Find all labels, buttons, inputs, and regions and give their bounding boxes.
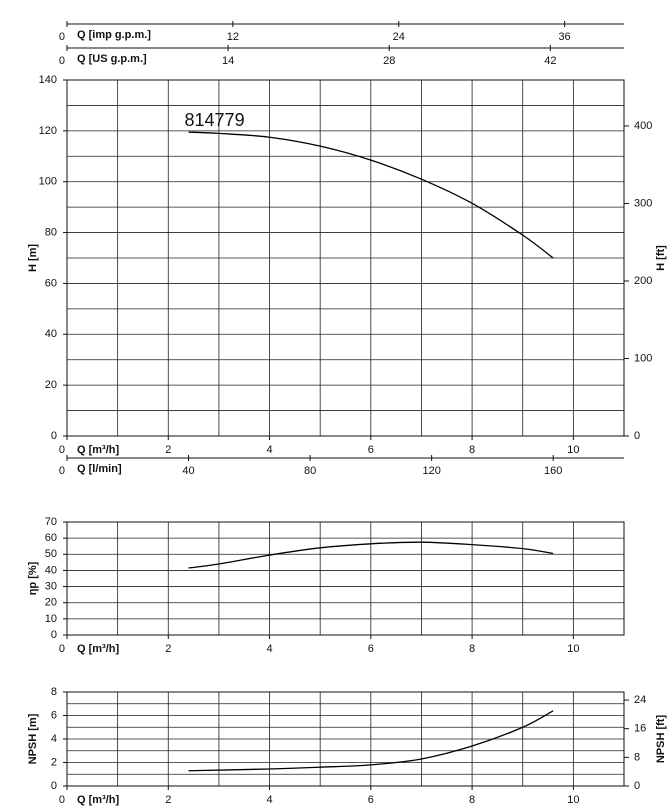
x-tick-label: 10 bbox=[567, 643, 579, 655]
curve bbox=[188, 131, 554, 259]
x-tick-label: 0 bbox=[59, 643, 65, 655]
y-tick-label: 10 bbox=[45, 613, 57, 625]
x-tick-label: 6 bbox=[368, 794, 374, 806]
x-axis-title: Q [m³/h] bbox=[77, 643, 119, 655]
y2-tick-label: 100 bbox=[634, 352, 652, 364]
x-tick-label: 4 bbox=[266, 643, 272, 655]
y-tick-label: 60 bbox=[45, 532, 57, 544]
y2-tick-label: 16 bbox=[634, 723, 646, 735]
secondary-tick-label: 14 bbox=[222, 55, 234, 67]
y-tick-label: 80 bbox=[45, 226, 57, 238]
x-tick-label: 8 bbox=[469, 794, 475, 806]
y-tick-label: 40 bbox=[45, 564, 57, 576]
curve-label: 814779 bbox=[185, 110, 245, 130]
x-tick-label: 2 bbox=[165, 794, 171, 806]
y-tick-label: 40 bbox=[45, 328, 57, 340]
x-tick-label: 6 bbox=[368, 643, 374, 655]
y-tick-label: 30 bbox=[45, 580, 57, 592]
x-axis-title: Q [m³/h] bbox=[77, 444, 119, 456]
y-tick-label: 140 bbox=[39, 74, 57, 86]
y-axis-title: H [m] bbox=[27, 244, 39, 272]
x-tick-label: 0 bbox=[59, 444, 65, 456]
x-tick-label: 6 bbox=[368, 444, 374, 456]
y2-tick-label: 24 bbox=[634, 694, 646, 706]
y-tick-label: 2 bbox=[51, 756, 57, 768]
secondary-tick-label: 0 bbox=[59, 55, 65, 67]
secondary-tick-label: 42 bbox=[544, 55, 556, 67]
secondary-tick-label: 0 bbox=[59, 31, 65, 43]
y-tick-label: 70 bbox=[45, 516, 57, 528]
y-axis-title: ηp [%] bbox=[27, 561, 39, 595]
y2-tick-label: 300 bbox=[634, 197, 652, 209]
y-axis-title: NPSH [m] bbox=[27, 713, 39, 764]
y-tick-label: 100 bbox=[39, 176, 57, 188]
x-tick-label: 10 bbox=[567, 444, 579, 456]
y2-tick-label: 400 bbox=[634, 120, 652, 132]
y-tick-label: 6 bbox=[51, 709, 57, 721]
x-tick-label: 2 bbox=[165, 643, 171, 655]
y-tick-label: 120 bbox=[39, 125, 57, 137]
x-tick-label: 4 bbox=[266, 794, 272, 806]
y2-axis-title: NPSH [ft] bbox=[655, 715, 667, 764]
secondary-tick-label: 12 bbox=[227, 31, 239, 43]
y2-tick-label: 8 bbox=[634, 751, 640, 763]
x-tick-label: 2 bbox=[165, 444, 171, 456]
secondary-tick-label: 0 bbox=[59, 465, 65, 477]
plot-frame bbox=[66, 79, 625, 437]
secondary-tick-label: 28 bbox=[383, 55, 395, 67]
y-tick-label: 20 bbox=[45, 379, 57, 391]
x-tick-label: 8 bbox=[469, 643, 475, 655]
y-tick-label: 0 bbox=[51, 780, 57, 792]
secondary-tick-label: 80 bbox=[304, 465, 316, 477]
x-tick-label: 4 bbox=[266, 444, 272, 456]
x-tick-label: 10 bbox=[567, 794, 579, 806]
secondary-tick-label: 160 bbox=[544, 465, 562, 477]
secondary-tick-label: 36 bbox=[558, 31, 570, 43]
y-tick-label: 60 bbox=[45, 277, 57, 289]
x-axis-title: Q [m³/h] bbox=[77, 794, 119, 806]
y-tick-label: 4 bbox=[51, 733, 57, 745]
secondary-tick-label: 24 bbox=[393, 31, 405, 43]
plot-frame bbox=[66, 521, 625, 636]
y-tick-label: 0 bbox=[51, 629, 57, 641]
y2-tick-label: 0 bbox=[634, 780, 640, 792]
x-tick-label: 0 bbox=[59, 794, 65, 806]
curve bbox=[188, 541, 554, 569]
y2-tick-label: 0 bbox=[634, 430, 640, 442]
y-tick-label: 50 bbox=[45, 548, 57, 560]
y-tick-label: 0 bbox=[51, 430, 57, 442]
secondary-axis-title: Q [l/min] bbox=[77, 463, 122, 475]
y2-axis-title: H [ft] bbox=[655, 245, 667, 271]
secondary-axis-title: Q [US g.p.m.] bbox=[77, 53, 147, 65]
secondary-tick-label: 120 bbox=[422, 465, 440, 477]
x-tick-label: 8 bbox=[469, 444, 475, 456]
curve bbox=[188, 710, 554, 772]
y-tick-label: 8 bbox=[51, 686, 57, 698]
y2-tick-label: 200 bbox=[634, 275, 652, 287]
secondary-axis-title: Q [imp g.p.m.] bbox=[77, 29, 151, 41]
y-tick-label: 20 bbox=[45, 597, 57, 609]
secondary-tick-label: 40 bbox=[182, 465, 194, 477]
